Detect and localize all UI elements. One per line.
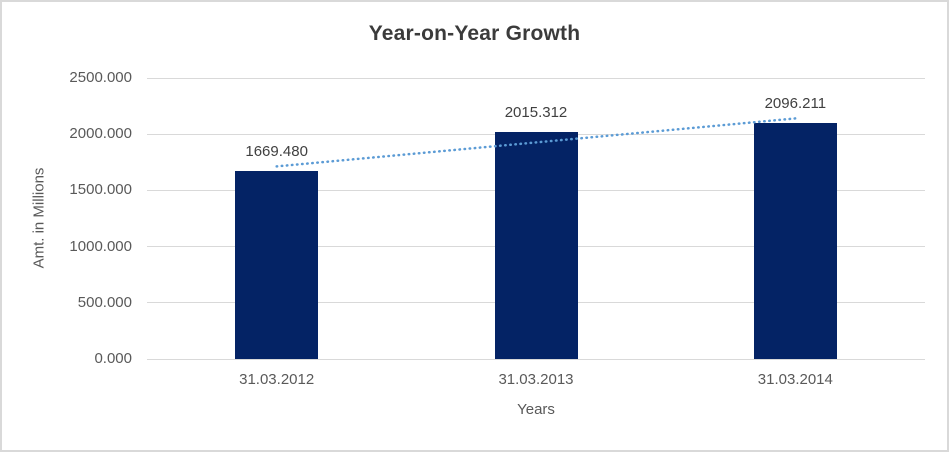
bar-value-label: 1669.480 <box>245 143 308 161</box>
y-tick-label: 0.000 <box>94 350 132 367</box>
gridline <box>147 77 925 79</box>
x-tick-label: 31.03.2013 <box>498 371 574 388</box>
y-tick-label: 1000.000 <box>69 237 132 255</box>
bar-value-label: 2015.312 <box>504 104 568 122</box>
chart-title: Year-on-Year Growth <box>368 22 581 45</box>
y-tick-label: 2500.000 <box>69 69 132 86</box>
y-tick-label: 500.000 <box>77 293 132 311</box>
bar-value-label: 2096.211 <box>764 95 827 113</box>
x-tick-label: 31.03.2014 <box>757 371 833 388</box>
gridline <box>147 358 925 360</box>
x-tick-label: 31.03.2012 <box>239 371 315 388</box>
bar-31.03.2013 <box>494 132 578 359</box>
bar-31.03.2012 <box>235 171 319 359</box>
y-tick-label: 1500.000 <box>69 181 132 199</box>
x-axis-title: Years <box>517 401 555 418</box>
y-tick-label: 2000.000 <box>69 125 132 143</box>
bar-31.03.2014 <box>753 123 837 359</box>
